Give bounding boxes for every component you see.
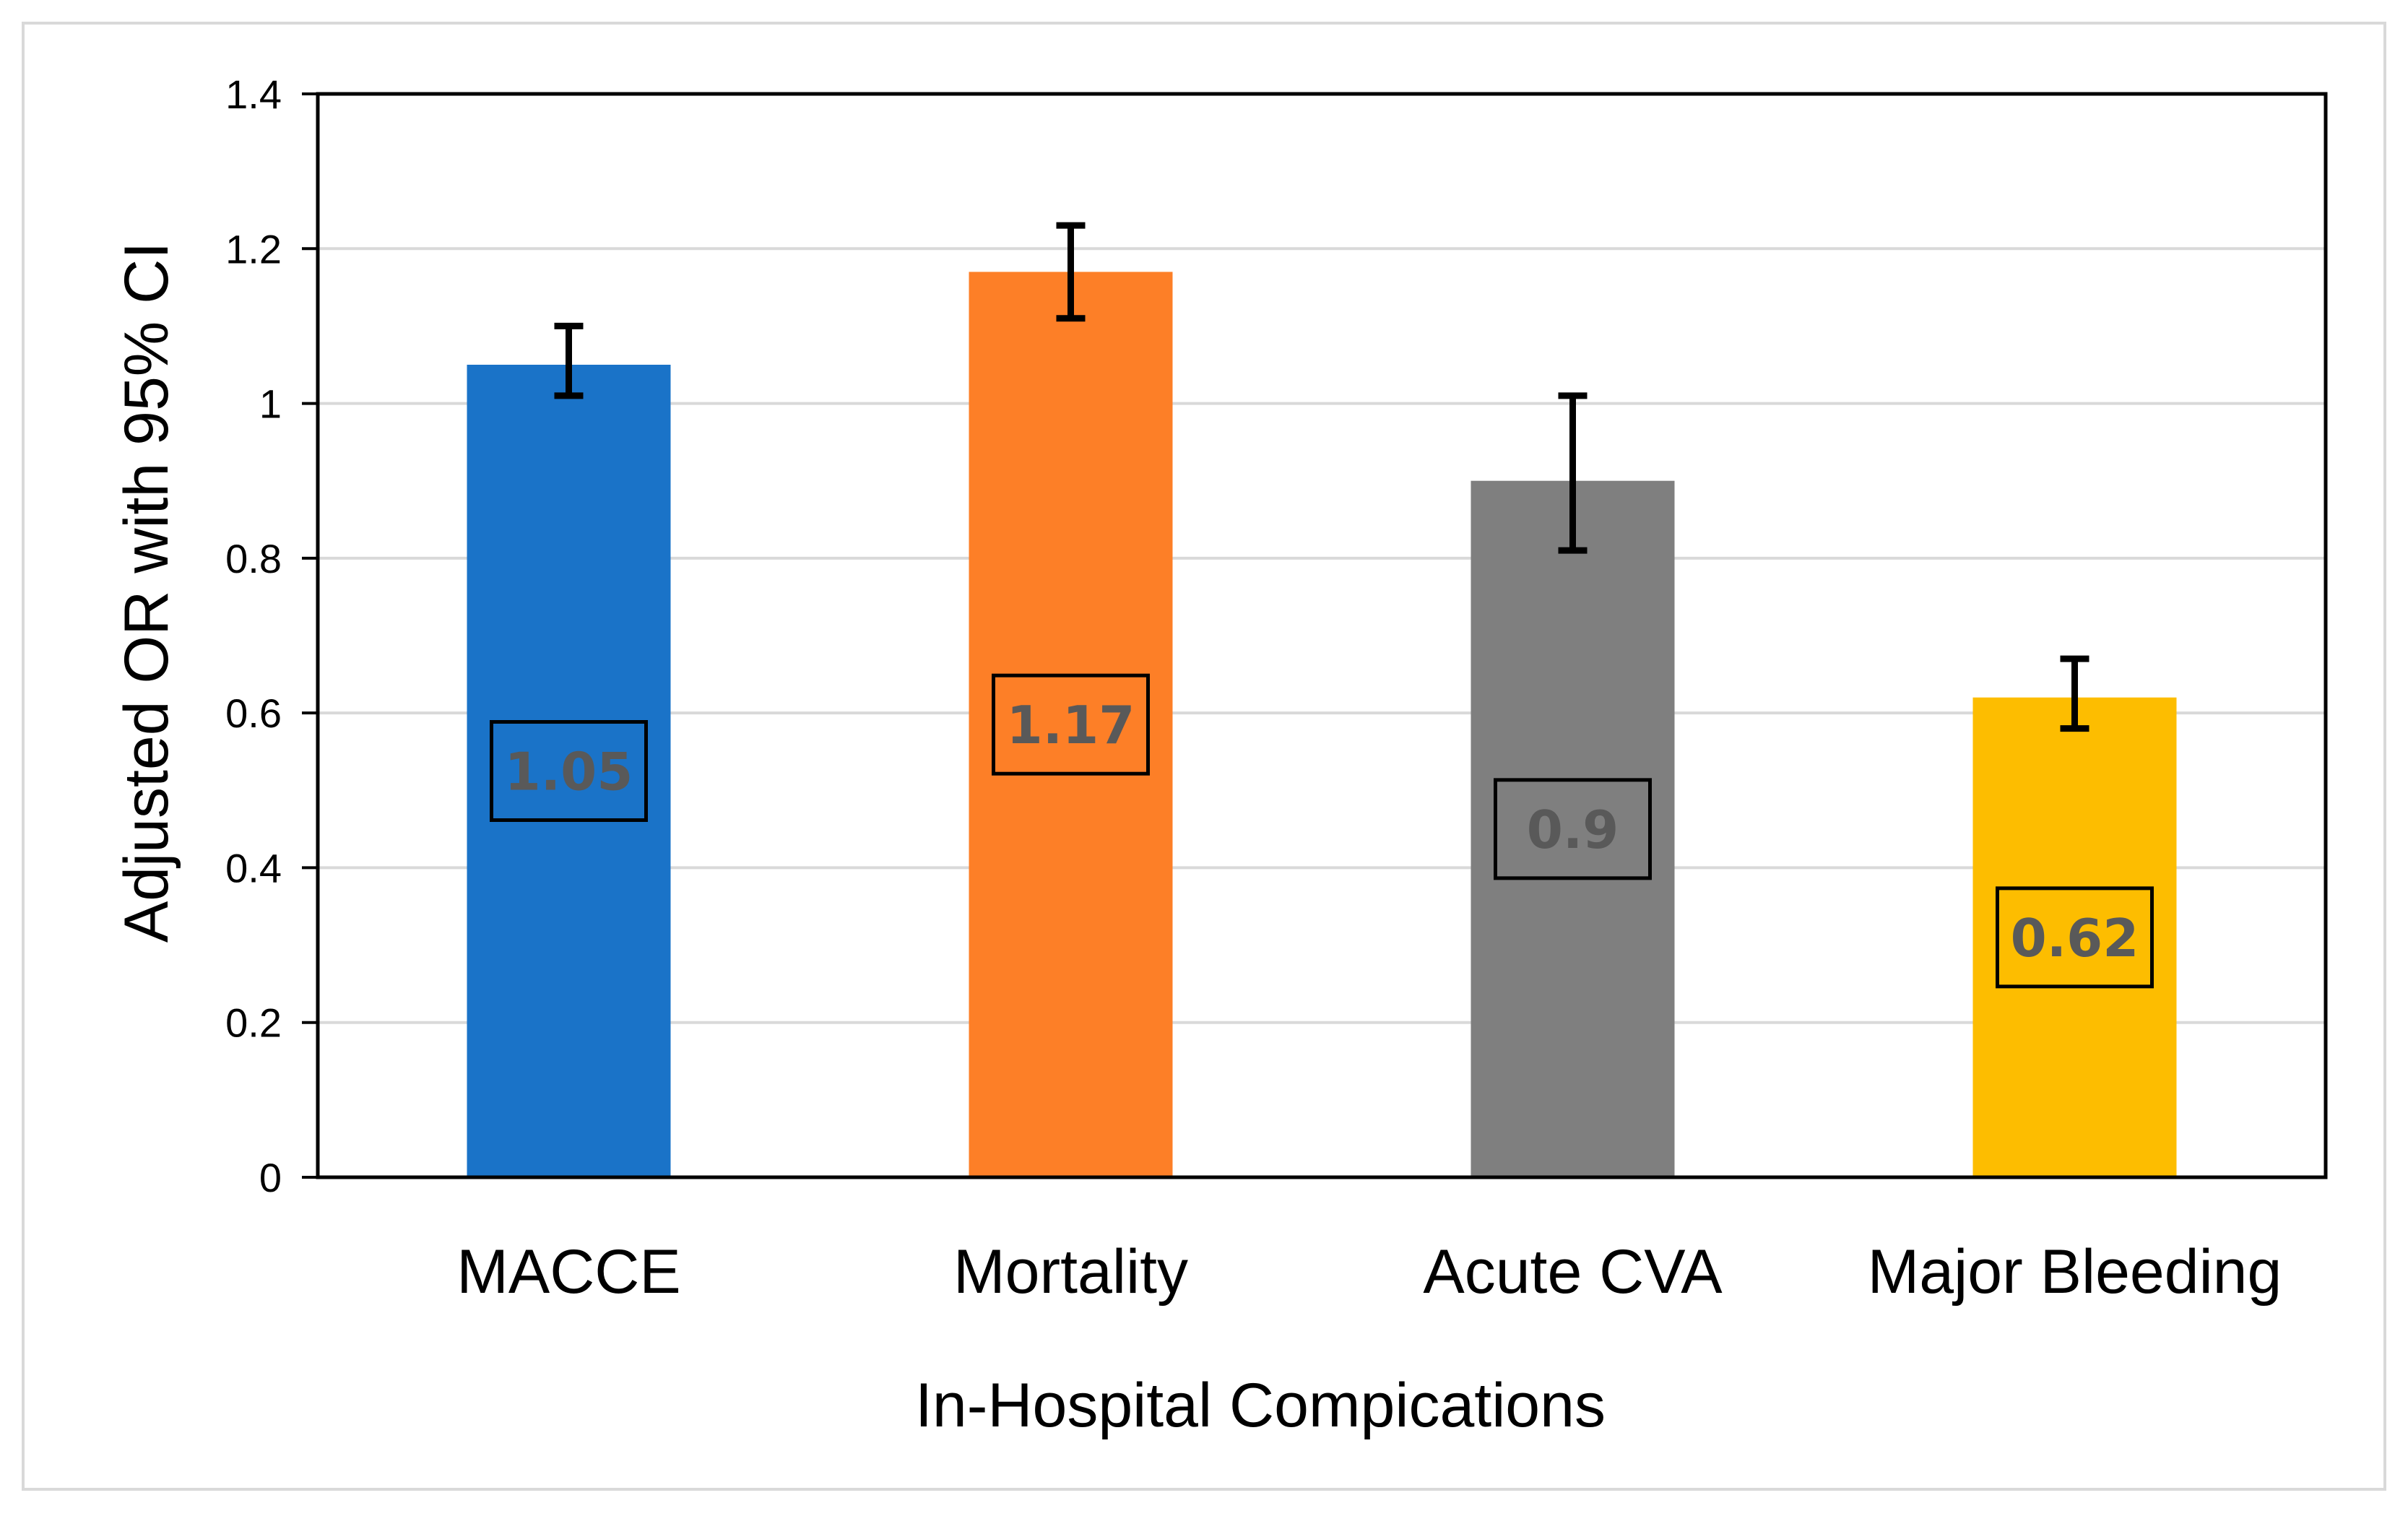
x-category-label: MACCE bbox=[456, 1237, 681, 1307]
data-label: 1.05 bbox=[505, 742, 633, 802]
plot-area-border bbox=[316, 92, 2328, 1179]
y-tick-label: 0 bbox=[259, 1155, 282, 1200]
data-label: 0.9 bbox=[1527, 800, 1619, 860]
bar-mortality bbox=[969, 272, 1173, 1177]
data-label-box bbox=[490, 720, 648, 822]
data-label-box bbox=[1996, 886, 2154, 989]
x-category-labels: MACCE Mortality Acute CVA Major Bleeding bbox=[456, 1237, 2282, 1307]
x-category-label: Mortality bbox=[953, 1237, 1188, 1307]
data-label-box bbox=[992, 673, 1150, 776]
y-axis-title: Adjusted OR with 95% CI bbox=[112, 242, 181, 943]
x-category-label: Acute CVA bbox=[1423, 1237, 1723, 1307]
error-bars bbox=[554, 222, 2089, 732]
axes bbox=[302, 92, 2328, 1179]
y-tick-label: 0.6 bbox=[225, 690, 282, 736]
y-tick-label: 1.2 bbox=[225, 226, 282, 272]
y-tick-label: 0.2 bbox=[225, 1000, 282, 1046]
y-tick-label: 1.4 bbox=[225, 72, 282, 117]
data-label-box bbox=[1494, 778, 1652, 880]
data-label: 1.17 bbox=[1007, 695, 1135, 755]
bar-macce bbox=[467, 365, 671, 1177]
x-axis-title: In-Hospital Compications bbox=[915, 1371, 1606, 1440]
y-tick-label: 0.4 bbox=[225, 845, 282, 891]
x-category-label: Major Bleeding bbox=[1868, 1237, 2282, 1307]
data-label: 0.62 bbox=[2011, 908, 2139, 969]
bar-acute-cva bbox=[1471, 480, 1675, 1177]
bars bbox=[467, 272, 2177, 1177]
y-tick-label: 1 bbox=[259, 381, 282, 427]
bar-major-bleeding bbox=[1972, 697, 2177, 1177]
y-tick-labels: 0 0.2 0.4 0.6 0.8 1 1.2 1.4 bbox=[225, 72, 282, 1200]
y-tick-label: 0.8 bbox=[225, 536, 282, 581]
data-labels: 1.05 1.17 0.9 0.62 bbox=[490, 673, 2154, 989]
